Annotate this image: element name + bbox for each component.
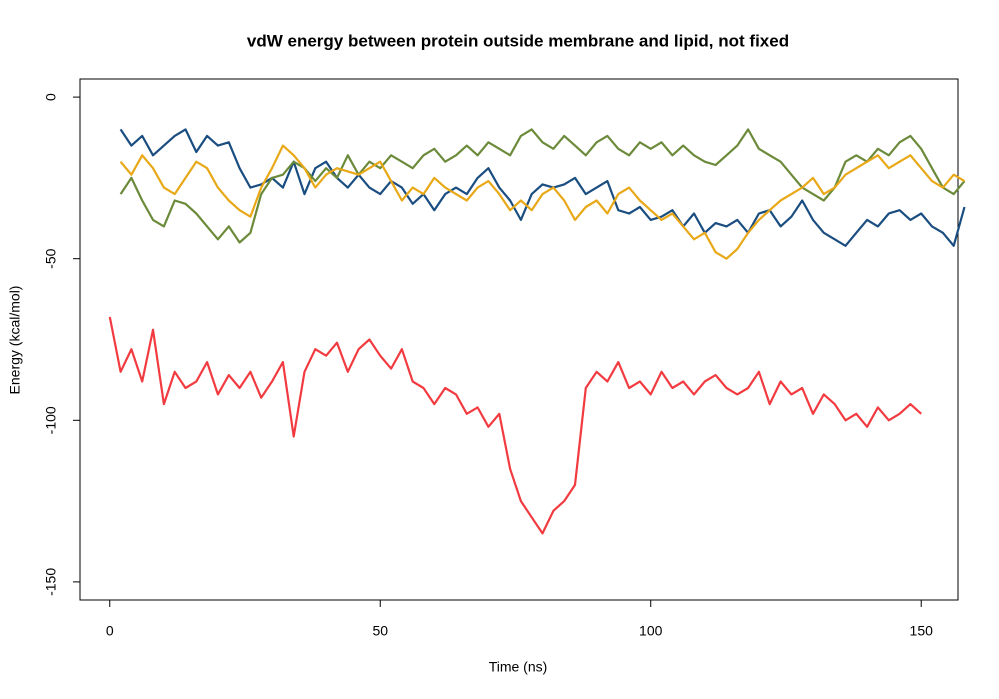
series-line — [119, 128, 966, 247]
series-line — [108, 316, 922, 535]
series-line — [119, 128, 966, 244]
y-tick-label: -50 — [43, 248, 59, 268]
y-tick-label: -150 — [43, 568, 59, 596]
x-tick-label: 0 — [106, 623, 114, 639]
x-tick-label: 150 — [910, 623, 934, 639]
y-tick-label: 0 — [43, 93, 59, 101]
x-axis-label: Time (ns) — [489, 659, 548, 675]
x-tick-label: 100 — [639, 623, 663, 639]
plot-frame — [79, 78, 959, 601]
series-line — [119, 144, 966, 260]
chart-title: vdW energy between protein outside membr… — [247, 31, 789, 50]
x-tick-label: 50 — [372, 623, 388, 639]
y-tick-label: -100 — [43, 406, 59, 434]
y-axis-label: Energy (kcal/mol) — [7, 286, 23, 395]
